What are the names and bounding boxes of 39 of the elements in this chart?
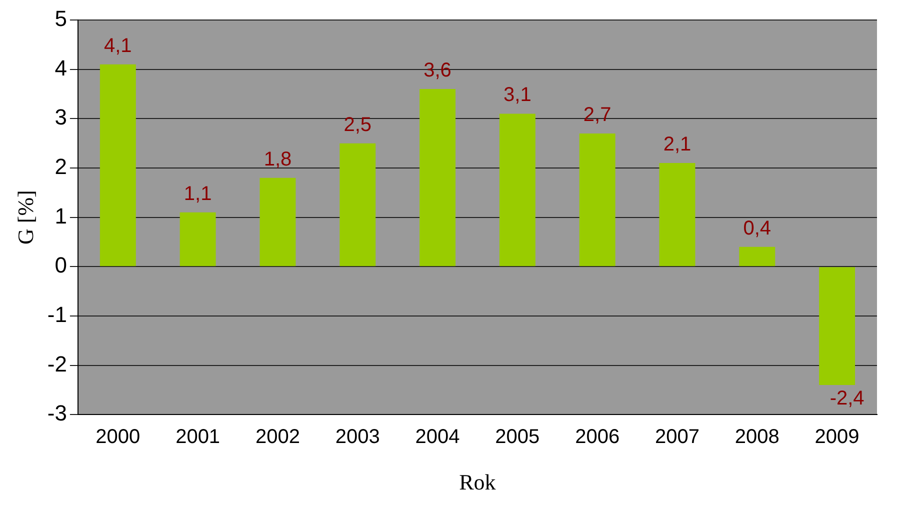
data-label: 3,1	[504, 84, 532, 106]
x-tick-label: 2007	[654, 426, 700, 448]
bar	[579, 133, 616, 266]
y-tick-label: 1	[54, 203, 67, 228]
y-tick-label: 5	[54, 6, 67, 32]
data-label: 2,1	[663, 134, 692, 156]
x-tick-label: 2006	[575, 426, 620, 448]
bar	[499, 114, 536, 266]
y-tick-label: -3	[47, 400, 67, 426]
data-label: -2,4	[830, 388, 864, 410]
data-label: 1,1	[184, 182, 212, 205]
y-tick-label: 3	[54, 104, 67, 130]
x-tick-label: 2005	[495, 426, 540, 448]
y-tick-label: 4	[54, 55, 67, 80]
y-tick-label: -1	[47, 302, 67, 328]
data-label: 1,8	[264, 148, 292, 170]
bar	[260, 178, 296, 266]
x-axis-title: Rok	[459, 470, 496, 495]
bar	[739, 246, 776, 266]
y-axis-title: G [%]	[12, 190, 38, 244]
bar	[420, 89, 456, 266]
bar	[340, 143, 376, 266]
bar	[659, 163, 696, 266]
x-tick-label: 2008	[734, 426, 780, 448]
x-tick-label: 2000	[96, 426, 140, 448]
x-tick-label: 2009	[814, 426, 860, 448]
x-tick-label: 2004	[415, 426, 460, 448]
y-tick-label: -2	[47, 351, 67, 376]
data-label: 0,4	[743, 217, 772, 240]
bar	[819, 267, 856, 386]
bar	[180, 212, 216, 266]
x-tick-label: 2003	[335, 426, 380, 448]
data-label: 2,5	[344, 114, 372, 136]
data-label: 4,1	[104, 34, 132, 57]
bar	[100, 64, 136, 266]
x-tick-label: 2001	[176, 426, 220, 448]
x-tick-label: 2002	[255, 426, 300, 448]
y-tick-label: 2	[54, 154, 67, 180]
y-tick-label: 0	[54, 252, 67, 278]
